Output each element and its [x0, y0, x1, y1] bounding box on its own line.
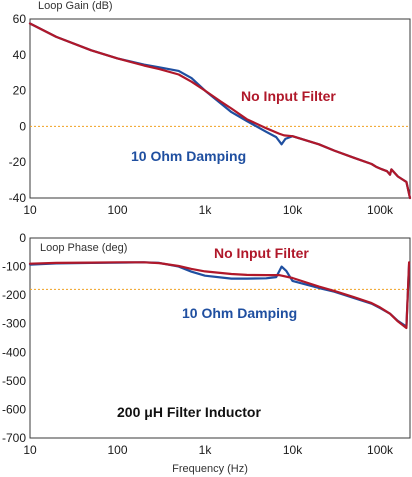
gain-y-tick-label: 0: [19, 119, 26, 133]
phase-y-tick-label: -400: [2, 345, 26, 359]
gain-y-tick-label: 60: [13, 12, 27, 26]
phase-x-axis-label: Frequency (Hz): [172, 463, 248, 475]
phase-x-ticks: 10 100 1k 10k 100k: [23, 443, 394, 457]
gain-series-line-red: [28, 22, 412, 200]
phase-x-tick-label: 100: [107, 443, 127, 457]
gain-y-tick-label: -20: [9, 155, 27, 169]
phase-x-tick-label: 10k: [283, 443, 303, 457]
phase-y-tick-label: 0: [19, 231, 26, 245]
phase-chart-title: Loop Phase (deg): [40, 242, 127, 254]
phase-y-tick-label: -700: [2, 431, 26, 445]
phase-x-tick-label: 10: [23, 443, 37, 457]
phase-y-ticks: 0 -100 -200 -300 -400 -500 -600 -700: [2, 231, 26, 445]
phase-y-tick-label: -300: [2, 317, 26, 331]
gain-x-tick-label: 10: [23, 203, 37, 217]
phase-series-line-red: [28, 261, 411, 330]
phase-plot-frame: [29, 237, 411, 439]
gain-x-tick-label: 100k: [367, 203, 394, 217]
phase-annotation-10-ohm-damping: 10 Ohm Damping: [182, 305, 297, 321]
gain-x-tick-label: 100: [107, 203, 127, 217]
gain-chart-title: Loop Gain (dB): [38, 0, 113, 12]
gain-annotation-no-input-filter: No Input Filter: [241, 88, 336, 104]
phase-x-tick-label: 1k: [199, 443, 213, 457]
gain-x-tick-label: 1k: [199, 203, 213, 217]
gain-x-ticks: 10 100 1k 10k 100k: [23, 203, 394, 217]
phase-annotation-no-input-filter: No Input Filter: [214, 245, 309, 261]
gain-y-ticks: 60 40 20 0 -20 -40: [9, 12, 27, 205]
loop-phase-chart: Loop Phase (deg) 0 -100 -200 -300 -400 -500 -6…: [2, 231, 411, 475]
phase-x-tick-label: 100k: [367, 443, 394, 457]
gain-y-tick-label: 20: [13, 84, 27, 98]
phase-series: [28, 261, 411, 330]
gain-x-tick-label: 10k: [283, 203, 303, 217]
gain-annotation-10-ohm-damping: 10 Ohm Damping: [131, 148, 246, 164]
gain-y-tick-label: 40: [13, 48, 27, 62]
phase-y-tick-label: -500: [2, 374, 26, 388]
phase-y-tick-label: -200: [2, 288, 26, 302]
phase-annotation-filter-inductor: 200 μH Filter Inductor: [117, 404, 261, 420]
gain-plot-frame: [29, 18, 411, 199]
phase-y-tick-label: -100: [2, 260, 26, 274]
gain-y-tick-label: -40: [9, 191, 27, 205]
gain-series: [28, 22, 412, 200]
phase-y-tick-label: -600: [2, 402, 26, 416]
